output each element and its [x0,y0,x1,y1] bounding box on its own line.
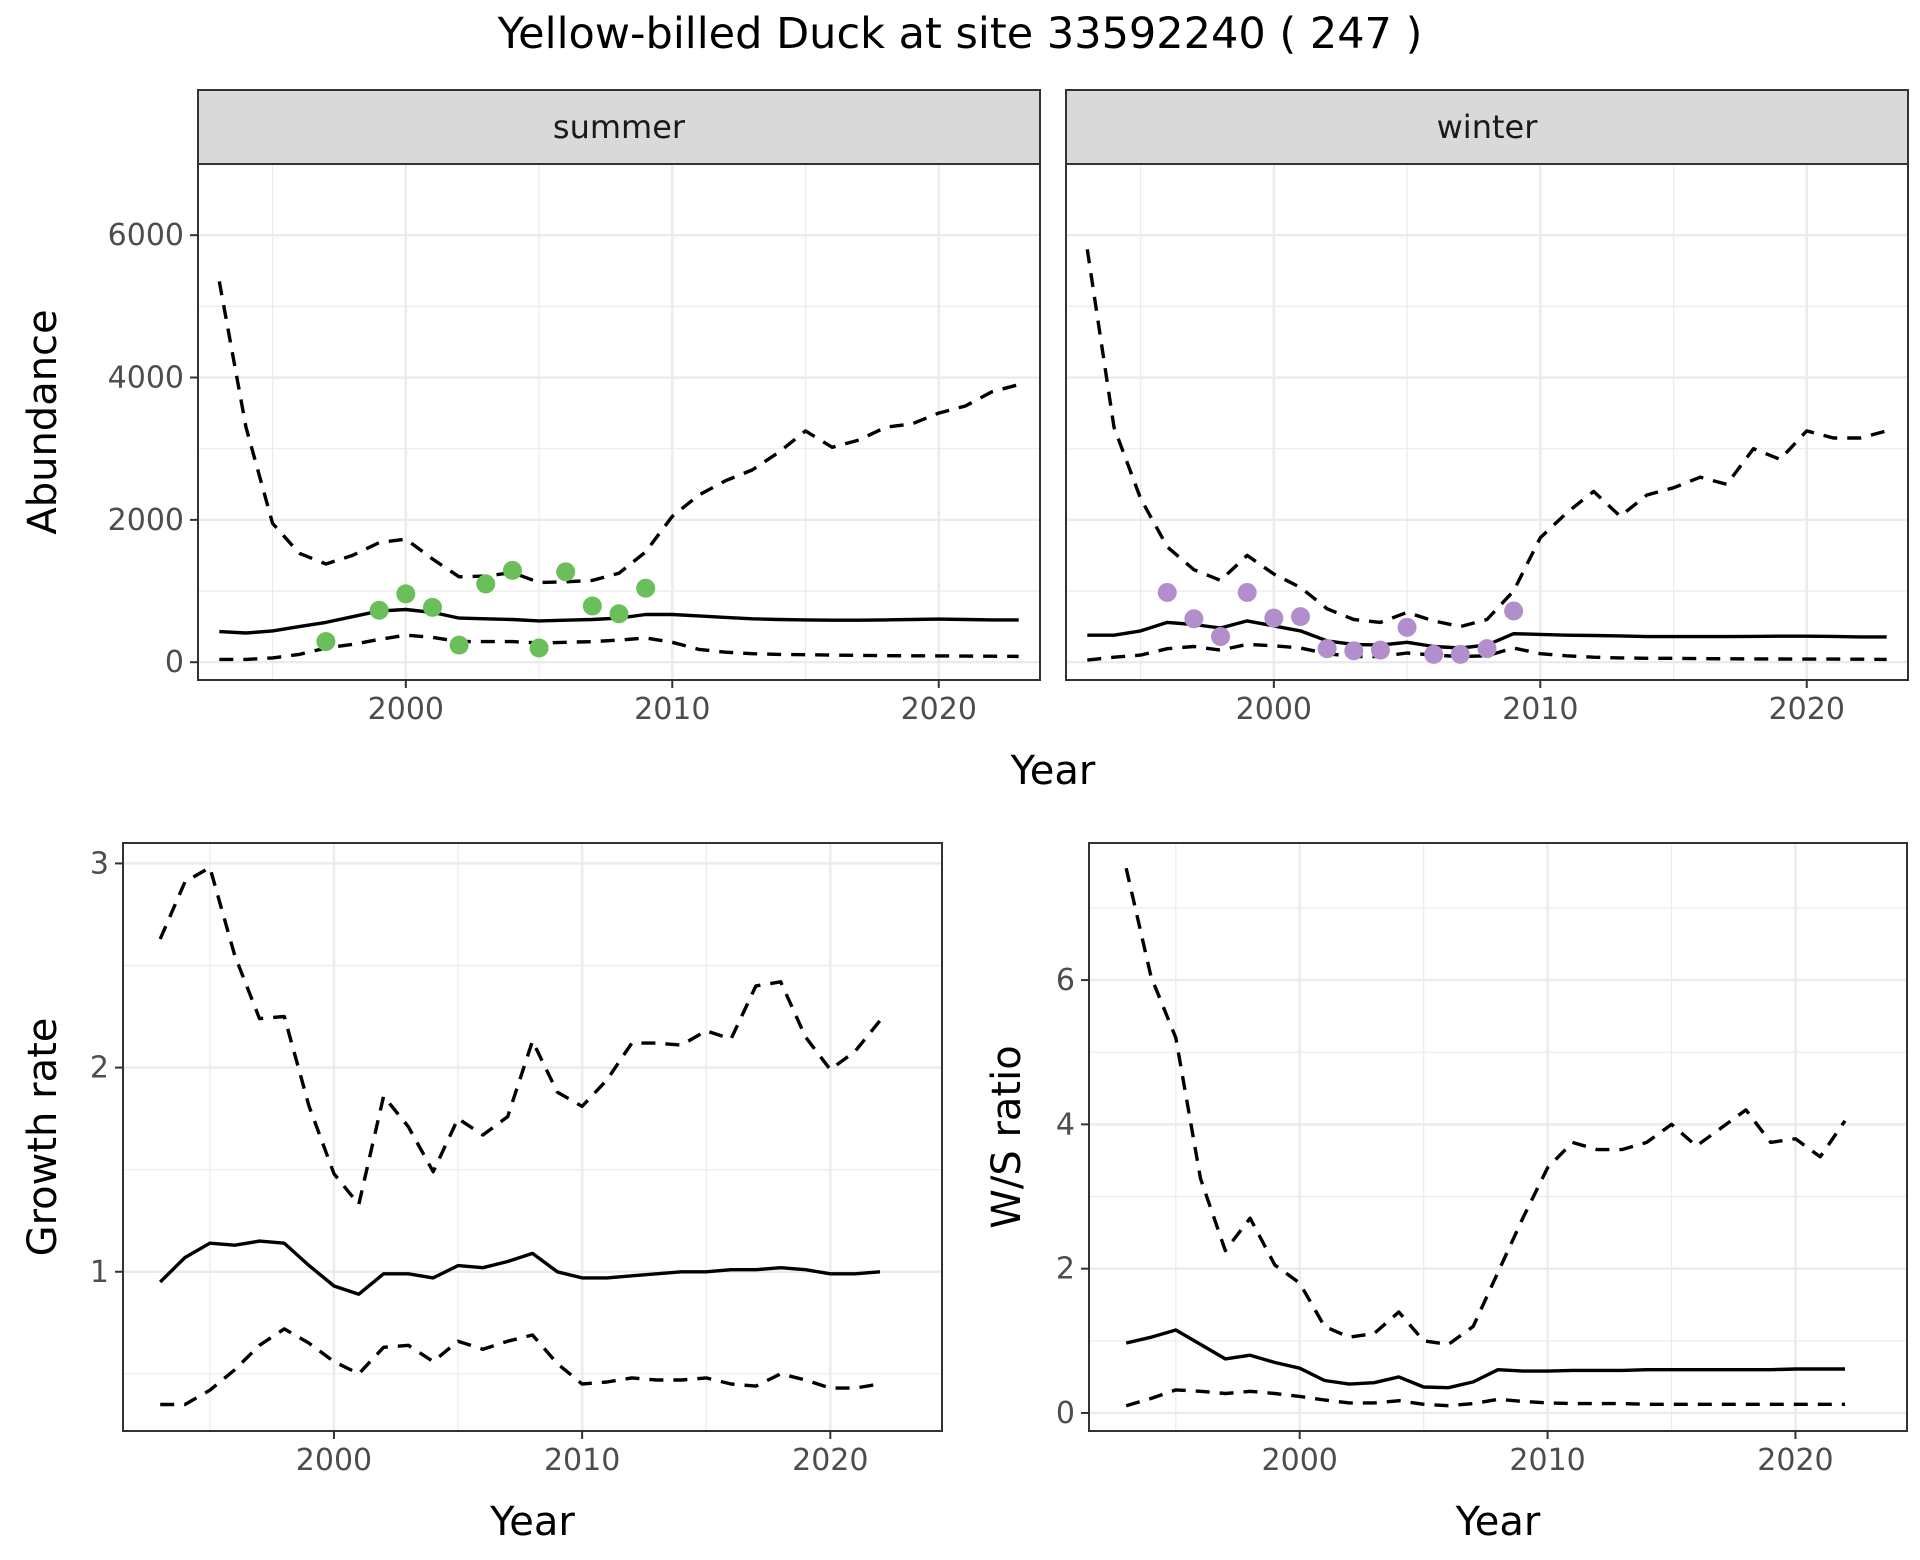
observation-point [556,562,576,582]
x-tick-label: 2010 [634,692,710,727]
y-tick-label: 3 [90,846,109,881]
y-tick-label: 1 [90,1255,109,1290]
x-tick-label: 2020 [1757,1443,1833,1478]
observation-point [1424,644,1444,664]
panel-border [122,842,943,1432]
x-tick-label: 2000 [296,1443,372,1478]
x-tick-label: 2020 [1769,692,1845,727]
lower-ci-line [160,1327,881,1407]
facet-label: summer [553,108,686,146]
plots-layer: 2000 2010 2020 0 2000 4000 6000 summer Abundance… [20,89,1909,1545]
observation-point [449,635,469,655]
observation-point [369,600,389,620]
y-axis-title: Abundance [20,309,66,534]
mean-line [1125,1328,1845,1390]
x-tick-label: 2020 [901,692,977,727]
panel-border [1088,842,1908,1432]
x-tick-label: 2020 [792,1443,868,1478]
x-axis-title: Year [1455,1499,1541,1545]
observation-point [609,604,629,624]
y-tick-label: 6 [1056,963,1075,998]
observation-point [1450,644,1470,664]
x-tick-label: 2000 [368,692,444,727]
upper-ci-line [158,865,882,1207]
panel-winter: 2000 2010 2020 winter [1065,89,1909,727]
x-tick-label: 2000 [1262,1443,1338,1478]
x-tick-label: 2010 [544,1443,620,1478]
panel-summer: 2000 2010 2020 0 2000 4000 6000 summer Abundance [20,89,1041,727]
y-tick-label: 0 [165,645,184,680]
plot-background [1066,164,1908,680]
observation-point [1504,601,1524,621]
plot-background [198,164,1040,680]
observation-point [396,584,416,604]
observation-point [1237,582,1257,602]
observation-point [422,597,442,617]
y-tick-label: 0 [1056,1396,1075,1431]
facet-strip [197,89,1041,165]
observation-point [582,596,602,616]
panel-growth: 2000 2010 2020 1 2 3 Growth rate Year [20,842,943,1545]
y-tick-label: 4000 [108,361,184,396]
x-tick-label: 2010 [1502,692,1578,727]
y-tick-label: 6000 [108,218,184,253]
upper-ci-line [217,281,1020,585]
observation-point [529,638,549,658]
observation-point [1344,641,1364,661]
panel-ws: 2000 2010 2020 0 2 4 6 W/S ratio Year [984,842,1908,1545]
observation-point [1477,639,1497,659]
observation-point [1370,640,1390,660]
observation-point [1184,609,1204,629]
upper-ci-line [1124,867,1847,1347]
y-tick-label: 2 [1056,1252,1075,1287]
x-tick-label: 2010 [1509,1443,1585,1478]
facet-strip [1065,89,1909,165]
y-tick-label: 4 [1056,1107,1075,1142]
observation-point [1211,627,1231,647]
figure-title: Yellow-billed Duck at site 33592240 ( 24… [497,9,1423,59]
observation-point [1157,582,1177,602]
observation-point [476,574,496,594]
x-axis-title-top: Year [1010,748,1096,794]
facet-label: winter [1437,108,1539,146]
upper-ci-line [1085,249,1888,629]
observation-point [1264,608,1284,628]
y-axis-title: W/S ratio [984,1045,1030,1228]
mean-line [159,1239,881,1296]
x-axis-title: Year [489,1499,575,1545]
observation-point [1397,617,1417,637]
y-tick-label: 2 [90,1051,109,1086]
observation-point [316,632,336,652]
y-axis-title: Growth rate [20,1018,66,1257]
observation-point [502,560,522,580]
y-tick-label: 2000 [108,503,184,538]
observation-point [1317,639,1337,659]
x-tick-label: 2000 [1236,692,1312,727]
lower-ci-line [1125,1388,1845,1408]
plot-background [123,843,942,1431]
plot-background [1089,843,1907,1431]
observation-point [1290,607,1310,627]
observation-point [636,578,656,598]
